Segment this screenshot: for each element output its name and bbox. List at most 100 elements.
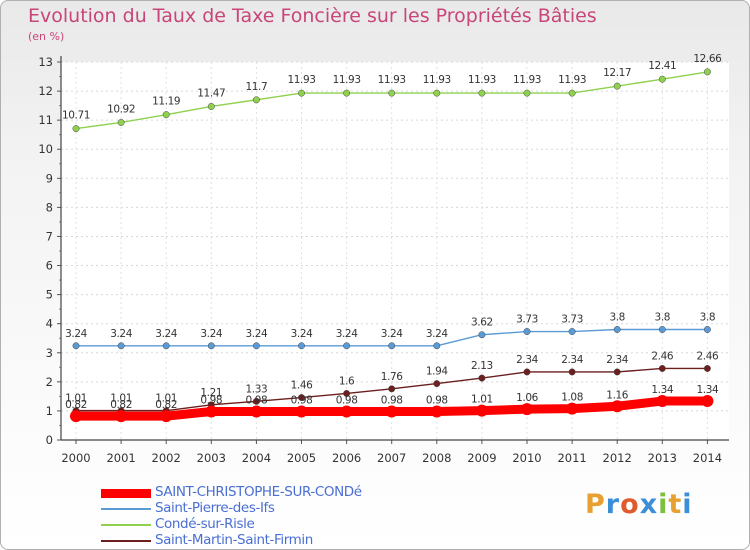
x-tick-label: 2009 xyxy=(467,451,496,465)
x-tick-label: 2005 xyxy=(287,451,316,465)
data-point xyxy=(385,405,398,418)
x-tick-label: 2001 xyxy=(106,451,135,465)
y-tick-label: 2 xyxy=(46,375,53,389)
data-point xyxy=(70,410,82,423)
data-label: 1.01 xyxy=(110,393,132,405)
data-label: 0.98 xyxy=(426,395,448,407)
data-point xyxy=(703,326,711,333)
legend-label: Saint-Pierre-des-Ifs xyxy=(155,500,275,516)
data-label: 11.93 xyxy=(333,74,361,86)
data-point xyxy=(207,342,215,350)
data-point xyxy=(117,342,125,350)
data-point xyxy=(252,96,260,104)
data-point xyxy=(298,394,305,401)
data-point xyxy=(162,111,170,119)
logo-letter: i xyxy=(658,489,669,520)
data-label: 3.24 xyxy=(426,328,448,340)
data-point xyxy=(298,89,305,97)
data-label: 11.93 xyxy=(513,74,541,86)
data-label: 0.82 xyxy=(110,399,132,411)
data-point xyxy=(613,326,621,333)
data-label: 0.98 xyxy=(336,395,358,407)
logo-letter: i xyxy=(682,489,693,520)
y-tick-label: 3 xyxy=(46,346,53,360)
data-point xyxy=(658,326,666,333)
data-label: 11.93 xyxy=(287,74,315,86)
data-point xyxy=(252,342,260,350)
x-tick-label: 2013 xyxy=(648,451,677,465)
data-label: 12.66 xyxy=(693,53,722,65)
legend-label: Saint-Martin-Saint-Firmin xyxy=(155,532,313,548)
data-label: 1.94 xyxy=(426,366,448,378)
legend-label: SAINT-CHRISTOPHE-SUR-CONDé xyxy=(155,484,362,500)
x-tick-label: 2002 xyxy=(152,451,181,465)
data-label: 3.24 xyxy=(155,328,177,340)
data-label: 0.98 xyxy=(381,395,403,407)
data-point xyxy=(298,342,305,350)
data-label: 1.34 xyxy=(697,384,719,396)
data-point xyxy=(115,410,128,423)
data-point xyxy=(611,400,624,413)
data-label: 10.92 xyxy=(107,103,135,115)
legend-swatch xyxy=(101,508,151,510)
x-tick-label: 2010 xyxy=(512,451,541,465)
data-label: 10.71 xyxy=(62,110,90,122)
logo-letter: r xyxy=(605,489,621,520)
logo-letter: o xyxy=(620,489,640,520)
data-point xyxy=(701,395,714,408)
data-point xyxy=(523,89,531,97)
data-point xyxy=(72,125,80,133)
data-label: 11.93 xyxy=(378,74,406,86)
data-label: 1.16 xyxy=(606,389,628,401)
data-label: 3.8 xyxy=(700,312,716,324)
data-point xyxy=(478,89,486,97)
legend-swatch xyxy=(101,524,151,526)
data-label: 2.46 xyxy=(697,350,719,362)
data-point xyxy=(658,365,666,372)
data-point xyxy=(117,119,125,126)
x-tick-label: 2003 xyxy=(197,451,226,465)
data-point xyxy=(252,397,260,405)
y-tick-label: 13 xyxy=(38,55,53,69)
x-tick-label: 2007 xyxy=(377,451,406,465)
data-label: 1.08 xyxy=(561,392,583,404)
x-tick-label: 2012 xyxy=(603,451,632,465)
data-label: 1.01 xyxy=(155,393,177,405)
logo-letter: t xyxy=(668,489,683,520)
data-label: 1.33 xyxy=(246,383,268,395)
data-label: 1.01 xyxy=(65,393,87,405)
data-label: 3.73 xyxy=(516,314,538,326)
data-point xyxy=(160,410,173,423)
data-label: 1.21 xyxy=(200,387,222,399)
data-label: 3.8 xyxy=(655,312,671,324)
data-label: 3.24 xyxy=(200,328,222,340)
chart-unit: (en %) xyxy=(28,30,65,43)
data-label: 0.98 xyxy=(200,395,222,407)
data-point xyxy=(568,368,576,376)
data-point xyxy=(340,405,353,418)
x-tick-label: 2014 xyxy=(693,451,722,465)
proxiti-logo: Proxiti xyxy=(585,489,693,520)
data-label: 12.17 xyxy=(603,67,631,79)
data-label: 0.82 xyxy=(155,399,177,411)
data-label: 3.24 xyxy=(246,328,268,340)
data-point xyxy=(295,405,308,418)
data-point xyxy=(250,405,263,418)
data-label: 3.24 xyxy=(381,328,403,340)
data-point xyxy=(613,368,621,376)
data-label: 3.24 xyxy=(65,328,87,340)
data-point xyxy=(523,368,531,376)
y-tick-label: 5 xyxy=(46,288,53,302)
data-label: 2.13 xyxy=(471,360,493,372)
x-tick-label: 2006 xyxy=(332,451,361,465)
data-label: 2.34 xyxy=(561,354,583,366)
x-tick-label: 2011 xyxy=(557,451,586,465)
logo-letter: P xyxy=(585,489,606,520)
data-point xyxy=(521,403,533,416)
x-tick-label: 2004 xyxy=(242,451,271,465)
data-label: 11.93 xyxy=(558,74,586,86)
data-point xyxy=(433,342,441,350)
data-label: 11.7 xyxy=(246,81,268,93)
data-point xyxy=(478,374,486,382)
